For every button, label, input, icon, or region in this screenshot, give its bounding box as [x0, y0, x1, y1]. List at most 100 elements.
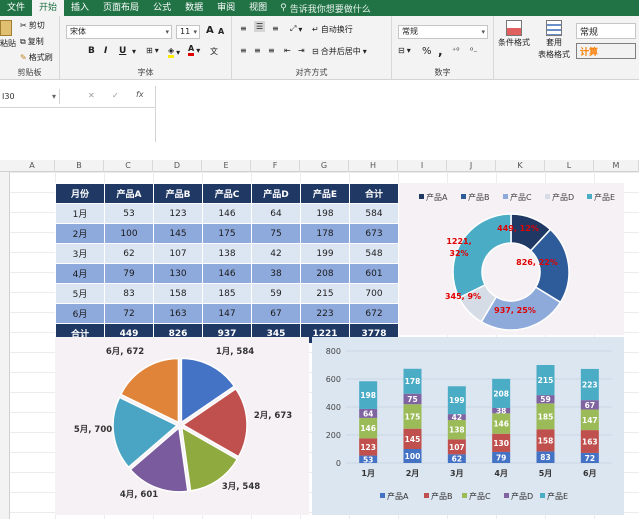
donut-chart[interactable]: 产品A 产品B 产品C 产品D 产品E 449, 12% 826, 22% 937, 25% 3…	[399, 183, 624, 335]
bar-segment[interactable]	[492, 407, 511, 414]
accounting-format-button[interactable]: ⊟ ▾	[398, 46, 411, 55]
bold-button[interactable]: B	[88, 46, 95, 56]
bar-segment[interactable]	[403, 449, 422, 463]
align-center-button[interactable]: ≡	[254, 46, 261, 55]
bar-segment[interactable]	[403, 428, 422, 449]
column-header-M[interactable]: M	[594, 160, 639, 172]
table-cell[interactable]: 198	[300, 203, 350, 224]
number-format-select[interactable]: 常规 ▾	[398, 25, 488, 39]
format-painter-button[interactable]: ✎ 格式刷	[20, 52, 53, 63]
table-cell[interactable]: 2月	[55, 223, 105, 244]
bar-segment[interactable]	[492, 451, 511, 463]
tab-review[interactable]: 审阅	[217, 3, 236, 13]
column-header-A[interactable]: A	[10, 160, 55, 172]
tab-file[interactable]: 文件	[7, 3, 26, 13]
table-cell[interactable]: 75	[251, 223, 301, 244]
font-size-select[interactable]: 11 ▾	[176, 25, 200, 39]
table-cell[interactable]: 38	[251, 263, 301, 284]
decrease-indent-button[interactable]: ⇤	[284, 46, 291, 55]
bar-segment[interactable]	[536, 395, 555, 404]
table-cell[interactable]: 107	[153, 243, 203, 264]
column-header-I[interactable]: I	[398, 160, 447, 172]
pie-slice[interactable]	[129, 426, 189, 493]
table-cell[interactable]: 62	[104, 243, 154, 264]
italic-button[interactable]: I	[104, 46, 108, 56]
enter-button[interactable]: ✓	[112, 91, 119, 100]
bar-segment[interactable]	[447, 439, 466, 455]
column-header-B[interactable]: B	[55, 160, 104, 172]
align-middle-button[interactable]: ☰	[254, 21, 266, 32]
bar-segment[interactable]	[447, 420, 466, 440]
bar-segment[interactable]	[580, 409, 599, 431]
table-cell[interactable]: 72	[104, 303, 154, 324]
table-cell[interactable]: 83	[104, 283, 154, 304]
increase-indent-button[interactable]: ⇥	[298, 46, 305, 55]
name-box[interactable]: I30 ▾	[0, 89, 60, 104]
column-header-C[interactable]: C	[104, 160, 153, 172]
bar-segment[interactable]	[536, 403, 555, 430]
table-cell[interactable]: 67	[251, 303, 301, 324]
tab-home[interactable]: 开始	[32, 0, 65, 16]
table-cell[interactable]: 700	[349, 283, 399, 304]
align-bottom-button[interactable]: ≡	[272, 24, 279, 33]
bar-segment[interactable]	[492, 413, 511, 434]
stacked-bar-chart[interactable]: 0 200 400 600 800 53 123 146 64 198 1月 100 145 175 75 1…	[312, 337, 624, 515]
bar-segment[interactable]	[580, 368, 599, 401]
pie-slice[interactable]	[112, 396, 179, 469]
table-cell[interactable]: 175	[202, 223, 252, 244]
underline-button[interactable]: U	[119, 46, 127, 56]
table-cell[interactable]: 185	[202, 283, 252, 304]
formula-input[interactable]	[155, 86, 639, 142]
percent-button[interactable]: %	[422, 46, 432, 57]
table-cell[interactable]: 158	[153, 283, 203, 304]
insert-function-button[interactable]: fx	[136, 90, 144, 99]
table-cell[interactable]: 59	[251, 283, 301, 304]
table-cell[interactable]: 584	[349, 203, 399, 224]
table-cell[interactable]: 601	[349, 263, 399, 284]
column-header-D[interactable]: D	[153, 160, 202, 172]
bar-segment[interactable]	[580, 400, 599, 410]
table-cell[interactable]: 548	[349, 243, 399, 264]
format-as-table-button[interactable]: 套用 表格格式	[538, 20, 570, 60]
pie-slice[interactable]	[181, 387, 248, 458]
table-cell[interactable]: 1月	[55, 203, 105, 224]
align-right-button[interactable]: ≡	[268, 46, 275, 55]
paste-button[interactable]: 粘贴	[0, 20, 16, 49]
comma-button[interactable]: ,	[438, 44, 443, 58]
style-normal-cell[interactable]: 常规	[576, 23, 636, 39]
underline-dropdown[interactable]: ▾	[132, 47, 136, 56]
bar-segment[interactable]	[447, 454, 466, 463]
table-cell[interactable]: 5月	[55, 283, 105, 304]
bar-segment[interactable]	[536, 451, 555, 463]
bar-segment[interactable]	[359, 417, 378, 439]
tab-formulas[interactable]: 公式	[153, 3, 172, 13]
align-top-button[interactable]: ≡	[240, 24, 247, 33]
bar-segment[interactable]	[492, 378, 511, 408]
phonetic-button[interactable]: 文	[210, 46, 218, 57]
style-calc-cell[interactable]: 计算	[576, 43, 636, 59]
bar-segment[interactable]	[359, 455, 378, 463]
bar-segment[interactable]	[447, 414, 466, 421]
pie-slice[interactable]	[119, 357, 180, 424]
table-cell[interactable]: 79	[104, 263, 154, 284]
decrease-decimal-button[interactable]: ⁰₋	[470, 46, 477, 55]
table-cell[interactable]: 53	[104, 203, 154, 224]
cut-button[interactable]: ✂ 剪切	[20, 20, 45, 31]
column-header-L[interactable]: L	[545, 160, 594, 172]
column-header-E[interactable]: E	[202, 160, 251, 172]
table-cell[interactable]: 672	[349, 303, 399, 324]
donut-slice[interactable]	[452, 213, 512, 299]
table-cell[interactable]: 146	[202, 263, 252, 284]
table-cell[interactable]: 42	[251, 243, 301, 264]
table-cell[interactable]: 6月	[55, 303, 105, 324]
table-cell[interactable]: 215	[300, 283, 350, 304]
tab-page-layout[interactable]: 页面布局	[103, 3, 140, 13]
bar-segment[interactable]	[492, 433, 511, 452]
bar-segment[interactable]	[536, 365, 555, 396]
table-cell[interactable]: 4月	[55, 263, 105, 284]
column-header-F[interactable]: F	[251, 160, 300, 172]
bar-segment[interactable]	[359, 408, 378, 418]
merge-center-button[interactable]: ⊟ 合并后居中 ▾	[312, 46, 367, 57]
pie-slice[interactable]	[180, 357, 236, 424]
bar-segment[interactable]	[580, 430, 599, 453]
